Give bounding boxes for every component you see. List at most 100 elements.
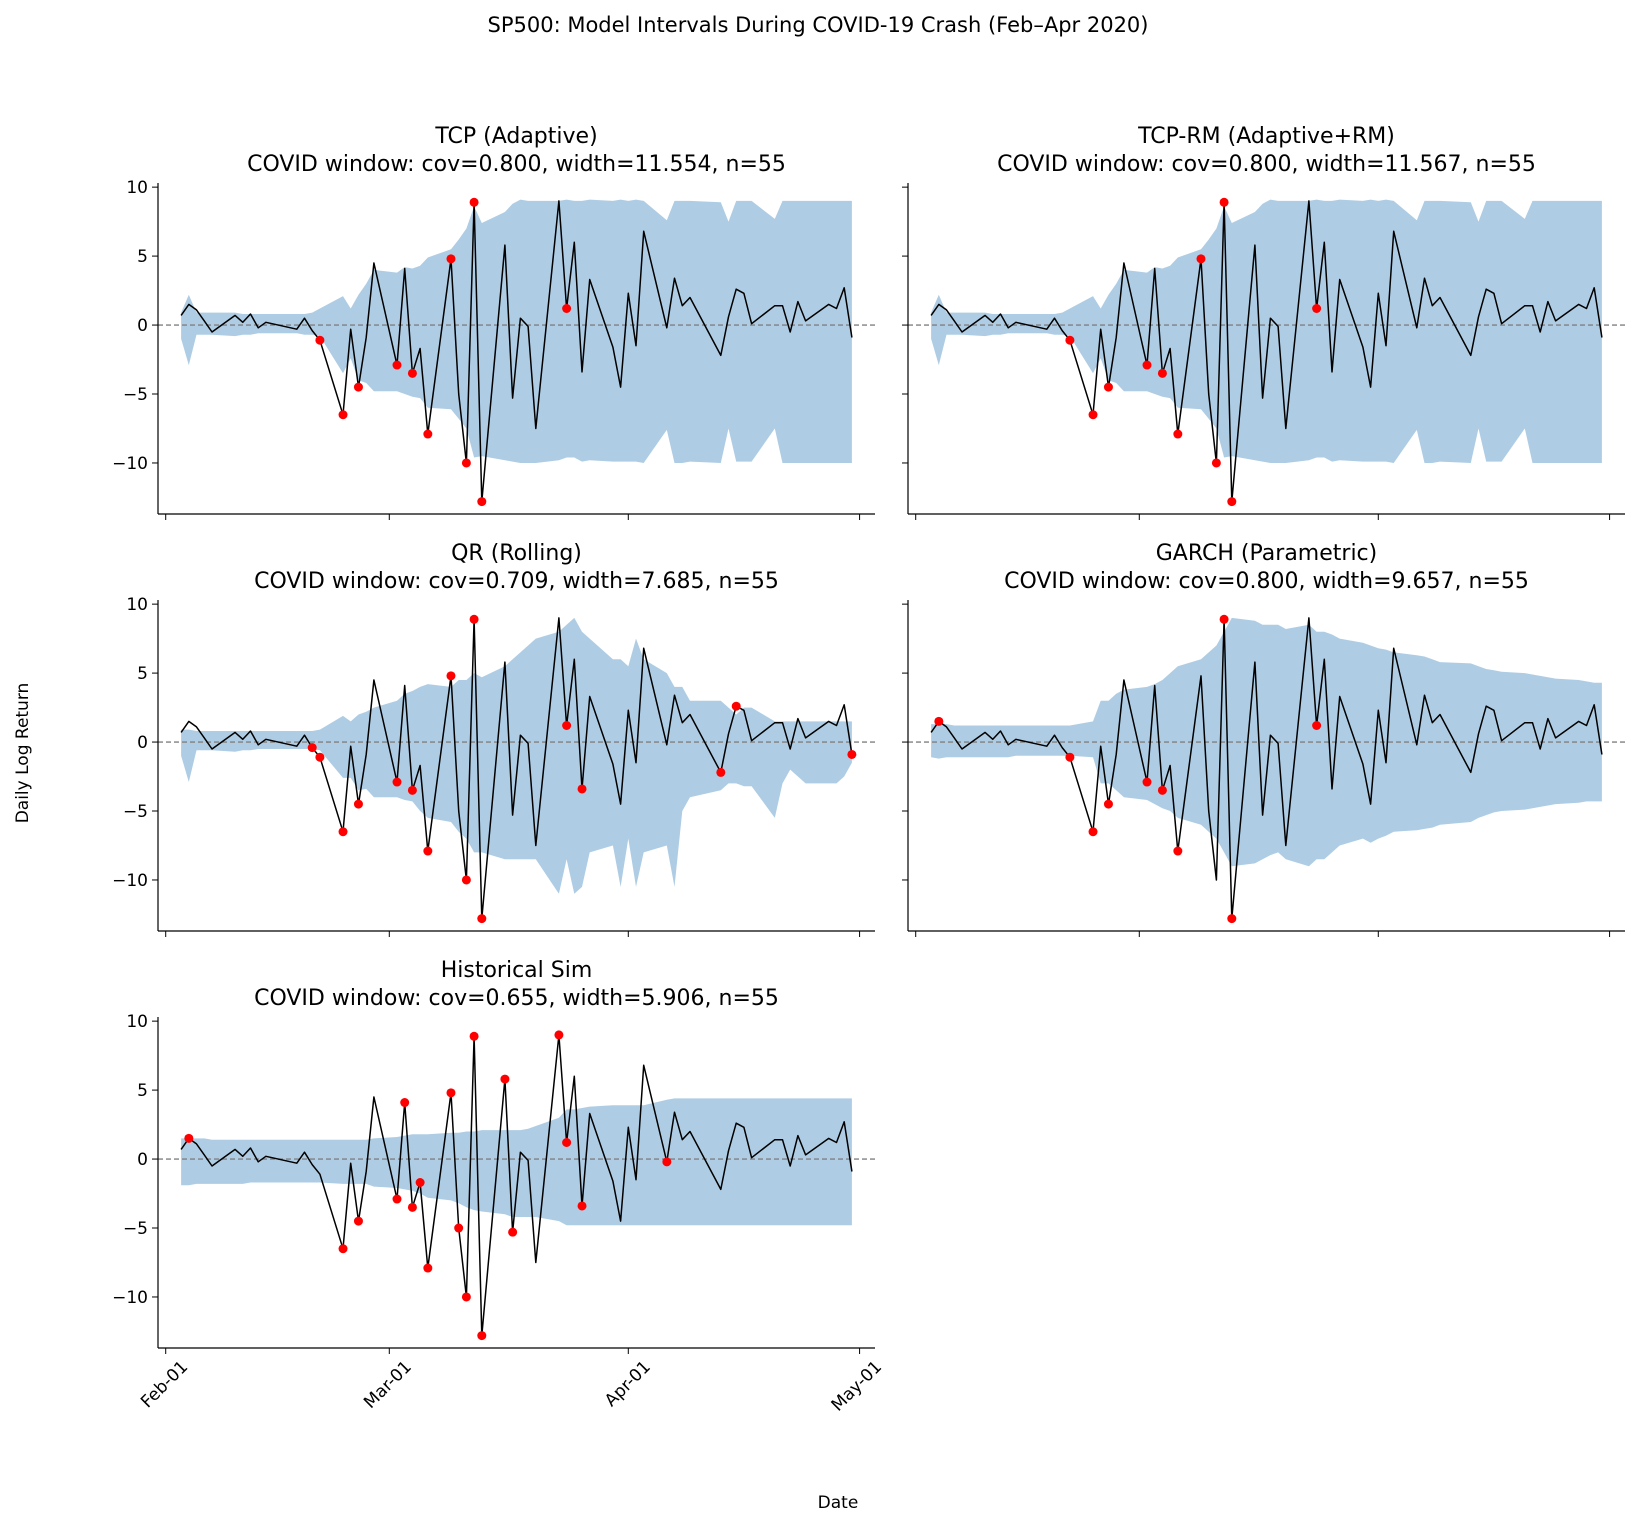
interval-band bbox=[181, 617, 852, 894]
miss-point bbox=[1157, 785, 1167, 795]
returns-line bbox=[180, 200, 853, 503]
miss-point bbox=[562, 1138, 572, 1148]
miss-point bbox=[1103, 799, 1113, 809]
miss-point bbox=[1088, 827, 1098, 837]
miss-point bbox=[1196, 254, 1206, 264]
y-tick-label: −5 bbox=[123, 1219, 148, 1239]
y-tick-label: 5 bbox=[137, 1081, 148, 1101]
miss-point bbox=[1157, 368, 1167, 378]
miss-point bbox=[1312, 304, 1322, 314]
miss-point bbox=[469, 614, 479, 624]
y-tick-label: 0 bbox=[137, 1150, 148, 1170]
miss-point bbox=[407, 368, 417, 378]
miss-point bbox=[477, 1331, 487, 1341]
panel-garch-parametric: GARCH (Parametric) COVID window: cov=0.80… bbox=[902, 541, 1625, 937]
miss-point bbox=[392, 1194, 402, 1204]
y-tick-label: 0 bbox=[137, 733, 148, 753]
miss-point bbox=[338, 410, 348, 420]
miss-point bbox=[562, 721, 572, 731]
y-tick-label: −10 bbox=[112, 1288, 148, 1308]
miss-point bbox=[577, 784, 587, 794]
miss-point bbox=[407, 1202, 417, 1212]
miss-point bbox=[577, 1201, 587, 1211]
interval-band bbox=[181, 199, 852, 463]
miss-point bbox=[1065, 752, 1075, 762]
panel-title: Historical Sim bbox=[441, 958, 593, 983]
miss-point bbox=[307, 743, 317, 753]
miss-point bbox=[461, 458, 471, 468]
miss-point bbox=[477, 497, 487, 507]
miss-point bbox=[315, 335, 325, 345]
miss-point bbox=[469, 1031, 479, 1041]
miss-point bbox=[353, 799, 363, 809]
returns-line bbox=[930, 200, 1603, 503]
figure-ylabel: Daily Log Return bbox=[13, 683, 33, 824]
miss-point bbox=[446, 1088, 456, 1098]
panel-subtitle: COVID window: cov=0.655, width=5.906, n=… bbox=[254, 986, 779, 1011]
y-tick-label: 0 bbox=[137, 316, 148, 336]
miss-point bbox=[1065, 335, 1075, 345]
miss-point bbox=[934, 716, 944, 726]
miss-point bbox=[1142, 360, 1152, 370]
miss-point bbox=[1142, 777, 1152, 787]
miss-point bbox=[469, 197, 479, 207]
miss-point bbox=[1173, 429, 1183, 439]
miss-point bbox=[716, 767, 726, 777]
miss-point bbox=[446, 254, 456, 264]
interval-band bbox=[181, 1098, 852, 1226]
y-tick-label: 5 bbox=[137, 664, 148, 684]
miss-point bbox=[554, 1030, 564, 1040]
panels-group: TCP (Adaptive) COVID window: cov=0.800, w… bbox=[112, 124, 1625, 1415]
panel-subtitle: COVID window: cov=0.709, width=7.685, n=… bbox=[254, 569, 779, 594]
returns-line bbox=[930, 617, 1603, 920]
miss-point bbox=[423, 1263, 433, 1273]
interval-band bbox=[931, 199, 1602, 463]
miss-point bbox=[508, 1227, 518, 1237]
miss-point bbox=[353, 1216, 363, 1226]
miss-point bbox=[662, 1157, 672, 1167]
miss-point bbox=[461, 875, 471, 885]
miss-point bbox=[1312, 721, 1322, 731]
returns-line bbox=[180, 617, 853, 920]
miss-point bbox=[338, 827, 348, 837]
panel-title: TCP (Adaptive) bbox=[434, 124, 597, 149]
miss-point bbox=[1219, 614, 1229, 624]
panel-tcp-rm: TCP-RM (Adaptive+RM) COVID window: cov=0.… bbox=[902, 124, 1625, 520]
miss-point bbox=[562, 304, 572, 314]
miss-point bbox=[477, 914, 487, 924]
miss-point bbox=[338, 1244, 348, 1254]
miss-point bbox=[407, 785, 417, 795]
y-tick-label: 10 bbox=[126, 1012, 148, 1032]
y-tick-label: 10 bbox=[126, 595, 148, 615]
miss-point bbox=[1219, 197, 1229, 207]
panel-title: QR (Rolling) bbox=[451, 541, 582, 566]
y-tick-label: 5 bbox=[137, 247, 148, 267]
miss-point bbox=[500, 1074, 510, 1084]
returns-line bbox=[180, 1034, 853, 1337]
miss-point bbox=[392, 777, 402, 787]
figure-suptitle: SP500: Model Intervals During COVID-19 C… bbox=[488, 13, 1149, 37]
miss-point bbox=[1088, 410, 1098, 420]
miss-point bbox=[731, 701, 741, 711]
interval-band bbox=[931, 617, 1602, 867]
miss-point bbox=[423, 846, 433, 856]
y-tick-label: −10 bbox=[112, 871, 148, 891]
miss-point bbox=[847, 749, 857, 759]
y-tick-label: −5 bbox=[123, 385, 148, 405]
y-tick-label: −5 bbox=[123, 802, 148, 822]
miss-point bbox=[446, 671, 456, 681]
figure-xlabel: Date bbox=[818, 1493, 859, 1513]
miss-point bbox=[1227, 914, 1237, 924]
miss-point bbox=[1173, 846, 1183, 856]
miss-point bbox=[423, 429, 433, 439]
panel-title: TCP-RM (Adaptive+RM) bbox=[1137, 124, 1395, 149]
miss-point bbox=[184, 1133, 194, 1143]
panel-historical-sim: Historical Sim COVID window: cov=0.655, w… bbox=[112, 958, 886, 1415]
miss-point bbox=[392, 360, 402, 370]
miss-point bbox=[415, 1178, 425, 1187]
panel-subtitle: COVID window: cov=0.800, width=11.554, n… bbox=[247, 152, 786, 177]
panel-subtitle: COVID window: cov=0.800, width=9.657, n=… bbox=[1004, 569, 1529, 594]
miss-point bbox=[454, 1223, 464, 1233]
miss-point bbox=[1103, 382, 1113, 392]
